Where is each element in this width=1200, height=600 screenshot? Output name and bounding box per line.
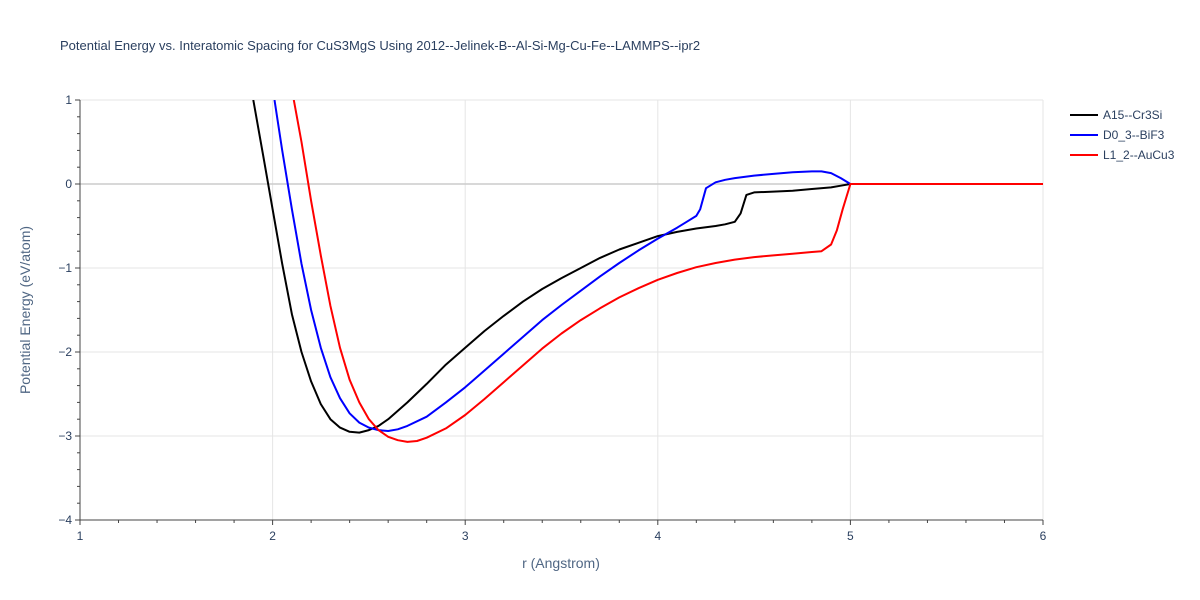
series-line-1 <box>273 100 1043 432</box>
y-tick-label: −3 <box>58 429 72 443</box>
tick-labels: 1 2 3 4 5 6 1 0 −1 −2 −3 −4 <box>58 93 1046 543</box>
axes <box>75 99 1044 525</box>
legend-label: L1_2--AuCu3 <box>1103 148 1175 162</box>
series-line-0 <box>252 100 1043 434</box>
x-tick-label: 5 <box>847 529 854 543</box>
x-tick-label: 4 <box>654 529 661 543</box>
x-tick-label: 1 <box>77 529 84 543</box>
x-axis-title: r (Angstrom) <box>522 555 600 571</box>
x-tick-label: 2 <box>269 529 276 543</box>
grid-lines <box>80 99 1044 520</box>
x-tick-label: 6 <box>1040 529 1047 543</box>
y-tick-label: 1 <box>65 93 72 107</box>
y-tick-label: −4 <box>58 513 72 527</box>
y-tick-label: −2 <box>58 345 72 359</box>
chart-title: Potential Energy vs. Interatomic Spacing… <box>60 38 700 53</box>
series-line-2 <box>292 100 1043 443</box>
y-axis-title: Potential Energy (eV/atom) <box>17 226 33 394</box>
plot-area <box>252 100 1043 443</box>
y-tick-label: 0 <box>65 177 72 191</box>
y-tick-label: −1 <box>58 261 72 275</box>
legend-label: A15--Cr3Si <box>1103 108 1162 122</box>
legend-label: D0_3--BiF3 <box>1103 128 1165 142</box>
legend: A15--Cr3Si D0_3--BiF3 L1_2--AuCu3 <box>1070 108 1175 162</box>
x-tick-label: 3 <box>462 529 469 543</box>
